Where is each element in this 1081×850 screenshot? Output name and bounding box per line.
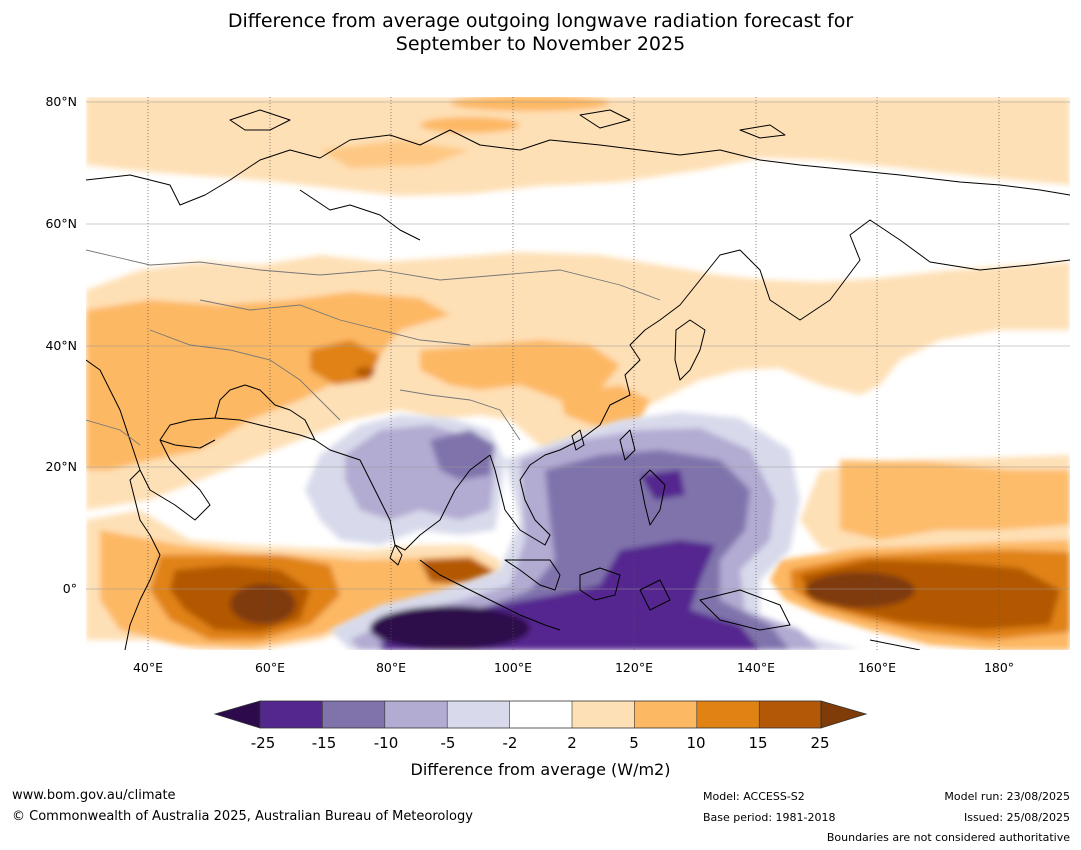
colorbar-title: Difference from average (W/m2) [410, 760, 671, 779]
boundaries-note: Boundaries are not considered authoritat… [826, 831, 1070, 844]
colorbar-segment-6 [572, 701, 635, 728]
colorbar-segment-3 [384, 701, 448, 728]
anomaly-map [86, 97, 1070, 650]
colorbar-tick-minus-10: -10 [373, 734, 399, 752]
lat-label-60n: 60°N [45, 216, 77, 231]
colorbar-dividers [322, 701, 760, 728]
issued-date: Issued: 25/08/2025 [963, 811, 1070, 824]
lon-label-180: 180° [983, 660, 1015, 675]
colorbar-extend-high [820, 700, 868, 729]
colorbar-segment-7 [634, 701, 697, 728]
colorbar-segment-4 [447, 701, 510, 728]
country-boundaries [86, 249, 661, 446]
colorbar-outline [259, 700, 822, 729]
anomaly-map-graphic [86, 97, 1070, 650]
map-title-line-1: Difference from average outgoing longwav… [227, 10, 854, 32]
colorbar-tick-10: 10 [686, 734, 706, 752]
latitude-gridlines [86, 101, 1070, 590]
colorbar-tick-minus-2: -2 [502, 734, 518, 752]
positive-anomaly-fields [86, 97, 1070, 650]
model-name: Model: ACCESS-S2 [703, 790, 805, 803]
colorbar-extend-low [213, 700, 261, 729]
colorbar-tick-2: 2 [567, 734, 577, 752]
map-title-line-2: September to November 2025 [395, 33, 686, 55]
lat-label-40n: 40°N [45, 338, 77, 353]
lon-label-100e: 100°E [493, 660, 532, 675]
model-run-date: Model run: 23/08/2025 [944, 790, 1070, 803]
colorbar-tick-minus-5: -5 [440, 734, 456, 752]
colorbar-tick-5: 5 [629, 734, 639, 752]
lon-label-160e: 160°E [857, 660, 896, 675]
colorbar-tick-15: 15 [748, 734, 768, 752]
lon-label-60e: 60°E [254, 660, 286, 675]
copyright-notice: © Commonwealth of Australia 2025, Austra… [12, 809, 473, 824]
colorbar-segment-1 [260, 701, 323, 728]
lat-label-80n: 80°N [45, 94, 77, 109]
colorbar-graphic [213, 700, 868, 729]
colorbar-tick-minus-25: -25 [250, 734, 276, 752]
lat-label-20n: 20°N [45, 459, 77, 474]
lon-label-80e: 80°E [375, 660, 407, 675]
lon-label-120e: 120°E [614, 660, 653, 675]
colorbar-segment-5 [509, 701, 572, 728]
lon-label-140e: 140°E [736, 660, 775, 675]
longitude-gridlines [147, 97, 1000, 650]
colorbar-segment-9 [759, 701, 821, 728]
lat-label-equator: 0° [62, 581, 77, 596]
website-link[interactable]: www.bom.gov.au/climate [12, 788, 176, 803]
lon-label-40e: 40°E [132, 660, 164, 675]
negative-anomaly-fields [305, 412, 860, 650]
colorbar [210, 697, 870, 741]
colorbar-segment-2 [322, 701, 385, 728]
colorbar-tick-minus-15: -15 [311, 734, 337, 752]
colorbar-tick-25: 25 [810, 734, 830, 752]
base-period: Base period: 1981-2018 [703, 811, 836, 824]
colorbar-segment-8 [696, 701, 760, 728]
map-title: Difference from average outgoing longwav… [0, 10, 1081, 56]
coastlines [86, 109, 1070, 650]
